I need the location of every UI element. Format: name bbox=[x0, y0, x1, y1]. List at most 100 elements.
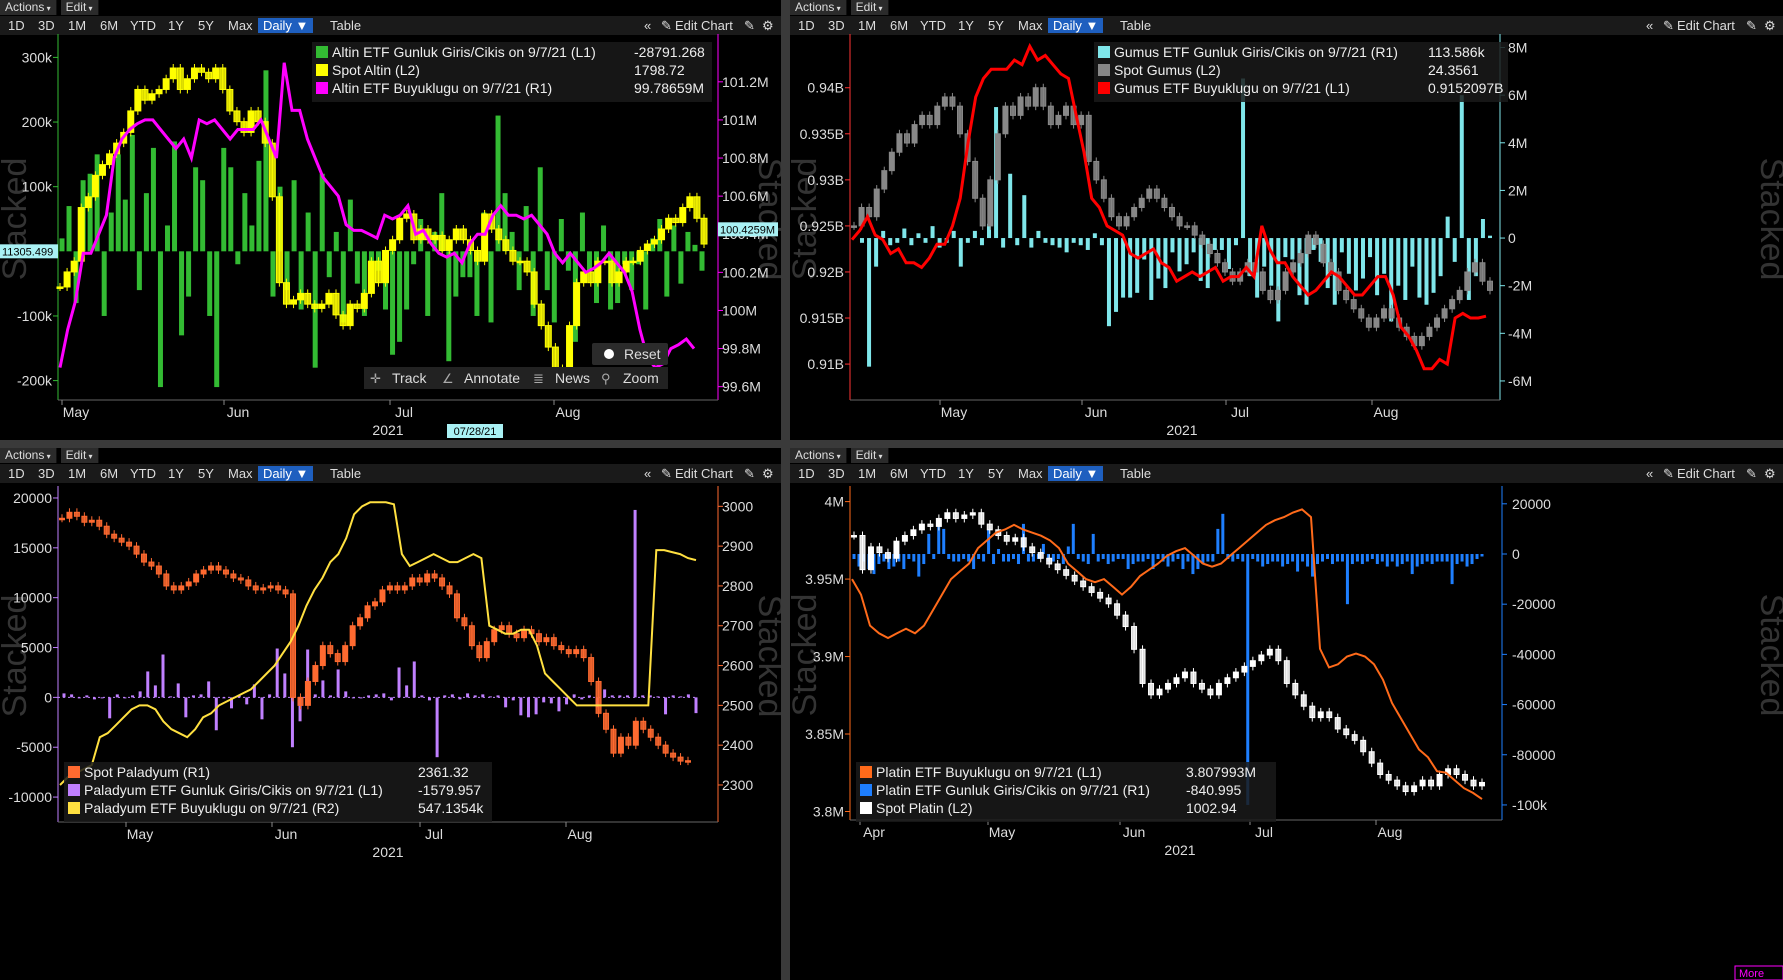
spot-platin-candle bbox=[986, 523, 993, 531]
spot-gumus-candle bbox=[1116, 216, 1122, 227]
range-6m-button[interactable]: 6M bbox=[890, 18, 909, 33]
spot-platin-candle bbox=[1462, 773, 1469, 781]
right-axis-tick-label: 100.6M bbox=[722, 188, 769, 204]
range-max-button[interactable]: Max bbox=[1018, 18, 1043, 33]
collapse-icon[interactable]: « bbox=[1646, 466, 1654, 481]
range-1d-button[interactable]: 1D bbox=[8, 466, 25, 481]
daily-dropdown[interactable]: Daily ▼ bbox=[1048, 18, 1104, 33]
range-6m-button[interactable]: 6M bbox=[100, 18, 119, 33]
spot-platin-candle bbox=[1283, 660, 1290, 684]
range-1m-button[interactable]: 1M bbox=[858, 18, 877, 33]
left-axis-tick-label: -5000 bbox=[16, 739, 52, 755]
range-1m-button[interactable]: 1M bbox=[858, 466, 877, 481]
range-5y-button[interactable]: 5Y bbox=[198, 466, 214, 481]
actions-menu[interactable]: Actions bbox=[790, 448, 847, 463]
collapse-icon[interactable]: « bbox=[644, 18, 652, 33]
pencil-icon[interactable]: ✎ bbox=[661, 466, 672, 481]
platinum-flow-bar bbox=[1221, 513, 1225, 554]
range-ytd-button[interactable]: YTD bbox=[130, 466, 156, 481]
edit-chart-button[interactable]: Edit Chart bbox=[1677, 466, 1735, 481]
range-ytd-button[interactable]: YTD bbox=[130, 18, 156, 33]
news-button[interactable]: ≣ News bbox=[533, 370, 590, 386]
range-1m-button[interactable]: 1M bbox=[68, 18, 87, 33]
platinum-flow-bar bbox=[957, 553, 961, 562]
annotate-button[interactable]: ∠ Annotate bbox=[442, 370, 520, 386]
edit-chart-button[interactable]: Edit Chart bbox=[675, 466, 733, 481]
gear-icon[interactable]: ⚙ bbox=[1764, 18, 1776, 33]
spot-altin-candle bbox=[70, 260, 78, 273]
spot-platin-candle bbox=[884, 552, 891, 559]
table-button[interactable]: Table bbox=[1120, 18, 1152, 33]
pencil-icon[interactable]: ✎ bbox=[1663, 18, 1674, 33]
range-1y-button[interactable]: 1Y bbox=[168, 18, 184, 33]
collapse-icon[interactable]: « bbox=[1646, 18, 1654, 33]
gear-icon[interactable]: ⚙ bbox=[762, 18, 774, 33]
annotate-icon[interactable]: ✎ bbox=[744, 466, 755, 481]
range-1d-button[interactable]: 1D bbox=[8, 18, 25, 33]
range-1d-button[interactable]: 1D bbox=[798, 466, 815, 481]
silver-chart-svg[interactable]: Stacked Stacked 0.94B 0.935B 0.93B 0.925B 0.92… bbox=[790, 0, 1783, 440]
range-1d-button[interactable]: 1D bbox=[798, 18, 815, 33]
gear-icon[interactable]: ⚙ bbox=[1764, 466, 1776, 481]
spot-altin-candle bbox=[311, 303, 319, 309]
range-1y-button[interactable]: 1Y bbox=[958, 18, 974, 33]
platinum-flow-bar bbox=[852, 553, 856, 560]
spot-platin-candle bbox=[1377, 762, 1384, 775]
palladium-chart-svg[interactable]: Stacked Stacked 20000 15000 10000 5000 0 -5000 -… bbox=[0, 448, 781, 980]
palladium-flow-bar bbox=[108, 697, 112, 719]
pencil-icon[interactable]: ✎ bbox=[1663, 466, 1674, 481]
range-6m-button[interactable]: 6M bbox=[100, 466, 119, 481]
range-3d-button[interactable]: 3D bbox=[828, 18, 845, 33]
range-6m-button[interactable]: 6M bbox=[890, 466, 909, 481]
range-3d-button[interactable]: 3D bbox=[38, 466, 55, 481]
actions-menu[interactable]: Actions bbox=[0, 448, 57, 463]
range-max-button[interactable]: Max bbox=[228, 466, 253, 481]
spot-platin-candle bbox=[1080, 580, 1087, 588]
daily-dropdown[interactable]: Daily ▼ bbox=[258, 18, 314, 33]
reset-button[interactable]: Reset bbox=[592, 343, 668, 365]
edit-menu[interactable]: Edit bbox=[850, 448, 889, 463]
platinum-chart-svg[interactable]: Stacked Stacked 4M 3.95M 3.9M 3.85M 3.8M 20000 0… bbox=[790, 448, 1783, 980]
range-1y-button[interactable]: 1Y bbox=[168, 466, 184, 481]
zoom-button[interactable]: ⚲ Zoom bbox=[601, 370, 659, 386]
actions-menu[interactable]: Actions bbox=[790, 0, 847, 15]
annotate-icon[interactable]: ✎ bbox=[744, 18, 755, 33]
range-1m-button[interactable]: 1M bbox=[68, 466, 87, 481]
edit-menu[interactable]: Edit bbox=[60, 0, 99, 15]
range-max-button[interactable]: Max bbox=[1018, 466, 1043, 481]
edit-chart-button[interactable]: Edit Chart bbox=[675, 18, 733, 33]
range-ytd-button[interactable]: YTD bbox=[920, 466, 946, 481]
gold-flow-bar bbox=[579, 212, 585, 252]
legend-label: Altin ETF Gunluk Giris/Cikis on 9/7/21 (… bbox=[332, 44, 596, 60]
range-5y-button[interactable]: 5Y bbox=[988, 18, 1004, 33]
edit-menu[interactable]: Edit bbox=[850, 0, 889, 15]
range-max-button[interactable]: Max bbox=[228, 18, 253, 33]
range-5y-button[interactable]: 5Y bbox=[198, 18, 214, 33]
annotate-icon[interactable]: ✎ bbox=[1746, 18, 1757, 33]
range-5y-button[interactable]: 5Y bbox=[988, 466, 1004, 481]
more-button[interactable] bbox=[1734, 965, 1783, 980]
collapse-icon[interactable]: « bbox=[644, 466, 652, 481]
range-3d-button[interactable]: 3D bbox=[38, 18, 55, 33]
edit-menu[interactable]: Edit bbox=[60, 448, 99, 463]
gear-icon[interactable]: ⚙ bbox=[762, 466, 774, 481]
spot-platin-candle bbox=[901, 535, 908, 542]
edit-chart-button[interactable]: Edit Chart bbox=[1677, 18, 1735, 33]
silver-flow-bar bbox=[1375, 238, 1380, 296]
track-button[interactable]: ✛ Track bbox=[370, 370, 427, 386]
daily-dropdown[interactable]: Daily ▼ bbox=[1048, 466, 1104, 481]
range-3d-button[interactable]: 3D bbox=[828, 466, 845, 481]
table-button[interactable]: Table bbox=[330, 18, 362, 33]
spot-paladyum-candle bbox=[163, 573, 170, 587]
table-button[interactable]: Table bbox=[330, 466, 362, 481]
daily-dropdown[interactable]: Daily ▼ bbox=[258, 466, 314, 481]
spot-gumus-candle bbox=[1456, 289, 1463, 301]
gold-chart-svg[interactable]: StackedStacked300k200k100k0-100k-200k101… bbox=[0, 0, 781, 440]
range-1y-button[interactable]: 1Y bbox=[958, 466, 974, 481]
table-button[interactable]: Table bbox=[1120, 466, 1152, 481]
legend-swatch bbox=[1098, 82, 1110, 94]
range-ytd-button[interactable]: YTD bbox=[920, 18, 946, 33]
pencil-icon[interactable]: ✎ bbox=[661, 18, 672, 33]
actions-menu[interactable]: Actions bbox=[0, 0, 57, 15]
annotate-icon[interactable]: ✎ bbox=[1746, 466, 1757, 481]
